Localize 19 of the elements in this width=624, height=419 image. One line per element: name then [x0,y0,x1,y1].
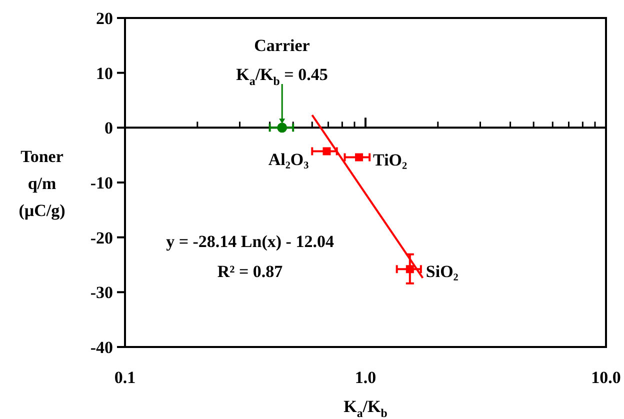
x-tick-label: 10.0 [591,368,621,387]
y-tick-label: -40 [90,338,113,357]
y-tick-label: -10 [90,173,113,192]
y-tick-label: 10 [96,64,113,83]
annotation: R² = 0.87 [217,262,284,281]
y-axis-title: Toner q/m (µC/g) [18,147,66,220]
x-axis-title: K$_{a}$/K$_{b}$ [344,397,388,419]
y-tick-label: 0 [104,118,113,138]
annotation: y = -28.14 Ln(x) - 12.04 [166,232,334,251]
y-tick-label: -30 [90,283,113,302]
annotation: K$_{a}$/K$_{b}$ = 0.45 [236,65,328,88]
annotation: Carrier [254,36,310,55]
series-label: Al₂O₃ [268,150,309,170]
x-tick-label: 0.1 [114,368,136,387]
series-label: SiO₂ [426,262,458,282]
series-label: TiO₂ [373,150,408,170]
y-tick-label: 20 [96,8,113,28]
x-tick-label: 1.0 [354,368,376,387]
y-tick-label: -20 [90,228,113,248]
